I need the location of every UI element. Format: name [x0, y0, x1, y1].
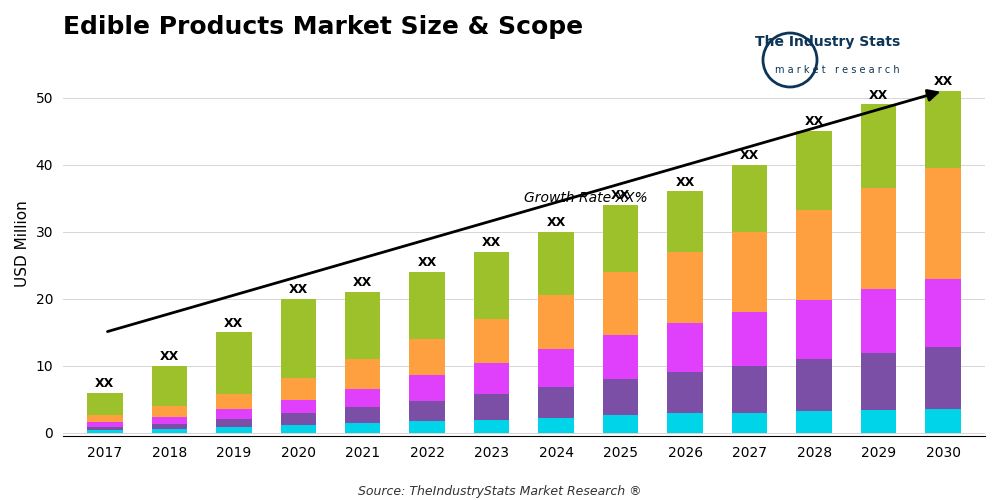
Text: XX: XX: [804, 116, 824, 128]
Bar: [152, 424, 187, 429]
Bar: [345, 359, 380, 390]
Text: XX: XX: [933, 75, 953, 88]
Bar: [667, 323, 703, 372]
Bar: [474, 362, 509, 394]
Bar: [216, 394, 252, 409]
Bar: [861, 290, 896, 353]
Bar: [345, 408, 380, 423]
Bar: [603, 335, 638, 378]
Bar: [345, 423, 380, 433]
Bar: [152, 406, 187, 417]
Bar: [216, 419, 252, 427]
Text: XX: XX: [611, 189, 630, 202]
Bar: [345, 292, 380, 359]
Bar: [925, 278, 961, 347]
Bar: [796, 359, 832, 412]
Bar: [925, 409, 961, 433]
Bar: [861, 104, 896, 188]
Bar: [409, 376, 445, 400]
Bar: [87, 392, 123, 415]
Bar: [87, 416, 123, 422]
Text: The Industry Stats: The Industry Stats: [755, 35, 900, 49]
Bar: [152, 366, 187, 406]
Bar: [796, 300, 832, 359]
Text: XX: XX: [676, 176, 695, 189]
Bar: [474, 394, 509, 419]
Text: XX: XX: [224, 316, 243, 330]
Text: XX: XX: [289, 283, 308, 296]
Y-axis label: USD Million: USD Million: [15, 200, 30, 287]
Bar: [667, 192, 703, 252]
Bar: [538, 386, 574, 418]
Bar: [925, 168, 961, 278]
Bar: [603, 416, 638, 433]
Bar: [216, 410, 252, 419]
Bar: [796, 131, 832, 210]
Bar: [732, 312, 767, 366]
Bar: [538, 296, 574, 349]
Bar: [732, 164, 767, 232]
Bar: [409, 400, 445, 421]
Bar: [216, 427, 252, 433]
Bar: [409, 272, 445, 339]
Bar: [667, 252, 703, 323]
Bar: [216, 332, 252, 394]
Bar: [474, 252, 509, 319]
Bar: [281, 299, 316, 378]
Bar: [603, 378, 638, 416]
Text: Growth Rate XX%: Growth Rate XX%: [524, 191, 648, 205]
Bar: [409, 339, 445, 376]
Bar: [603, 272, 638, 335]
Bar: [861, 353, 896, 410]
Bar: [732, 413, 767, 433]
Bar: [87, 422, 123, 427]
Text: XX: XX: [482, 236, 501, 249]
Bar: [281, 400, 316, 413]
Bar: [281, 425, 316, 433]
Bar: [474, 319, 509, 362]
Text: m a r k e t   r e s e a r c h: m a r k e t r e s e a r c h: [775, 65, 900, 75]
Bar: [474, 420, 509, 433]
Bar: [538, 349, 574, 387]
Bar: [603, 205, 638, 272]
Bar: [538, 418, 574, 433]
Bar: [87, 430, 123, 433]
Text: XX: XX: [869, 88, 888, 102]
Text: XX: XX: [418, 256, 437, 270]
Bar: [152, 417, 187, 424]
Bar: [796, 210, 832, 300]
Bar: [281, 378, 316, 400]
Bar: [925, 347, 961, 409]
Text: XX: XX: [740, 149, 759, 162]
Bar: [87, 427, 123, 430]
Text: Source: TheIndustryStats Market Research ®: Source: TheIndustryStats Market Research…: [358, 485, 642, 498]
Bar: [732, 232, 767, 312]
Bar: [796, 412, 832, 433]
Bar: [538, 232, 574, 296]
Bar: [732, 366, 767, 413]
Bar: [409, 421, 445, 433]
Text: XX: XX: [160, 350, 179, 363]
Text: XX: XX: [547, 216, 566, 229]
Bar: [667, 414, 703, 433]
Bar: [861, 188, 896, 290]
Bar: [281, 414, 316, 425]
Text: XX: XX: [353, 276, 372, 289]
Text: XX: XX: [95, 377, 114, 390]
Bar: [861, 410, 896, 433]
Bar: [345, 390, 380, 407]
Bar: [152, 429, 187, 433]
Bar: [925, 91, 961, 168]
Text: Edible Products Market Size & Scope: Edible Products Market Size & Scope: [63, 15, 583, 39]
Bar: [667, 372, 703, 414]
